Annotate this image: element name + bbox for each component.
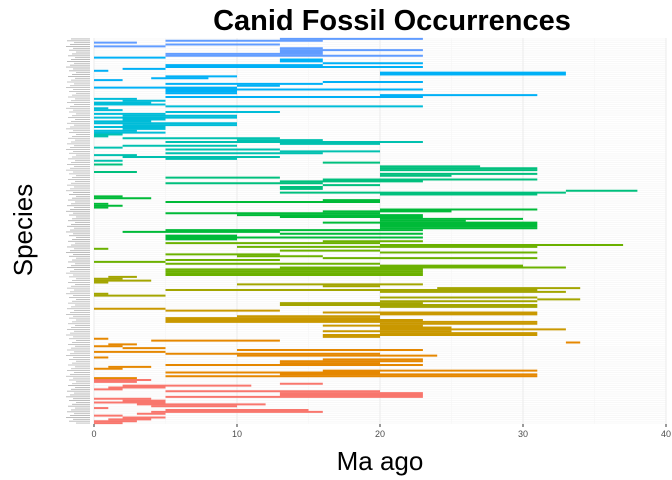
species-tick-labels (66, 38, 90, 424)
x-axis-ticks: 0 10 20 30 40 (91, 424, 671, 439)
x-tick-label: 20 (375, 429, 385, 439)
x-tick-label: 40 (661, 429, 671, 439)
chart-title: Canid Fossil Occurrences (213, 5, 571, 37)
occurrence-segments (94, 37, 638, 425)
y-axis-title: Species (8, 184, 38, 277)
x-tick-label: 0 (91, 429, 96, 439)
x-axis-title: Ma ago (337, 446, 424, 476)
x-tick-label: 10 (232, 429, 242, 439)
x-tick-label: 30 (518, 429, 528, 439)
